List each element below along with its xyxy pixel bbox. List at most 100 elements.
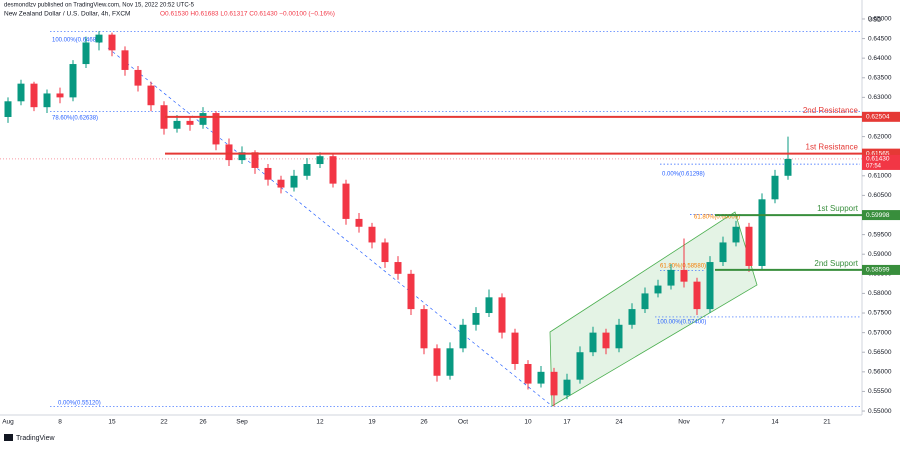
candle-body [758, 199, 766, 266]
price-tag [862, 264, 900, 275]
x-tick-label: 10 [524, 419, 532, 426]
candle-body [329, 156, 337, 184]
y-tick-label: 0.58000 [868, 290, 892, 297]
footer: TradingView [16, 435, 55, 442]
candle-body [17, 83, 25, 102]
candle-body [615, 324, 623, 349]
candle-body [264, 167, 272, 180]
x-tick-label: Oct [458, 419, 468, 426]
candle-body [199, 113, 207, 125]
candle-body [368, 226, 376, 243]
candle-body [628, 309, 636, 325]
level-label: 1st Resistance [806, 143, 859, 152]
candle-body [654, 285, 662, 294]
candle-body [524, 363, 532, 384]
candle-body [4, 101, 12, 117]
y-tick-label: 0.62000 [868, 133, 892, 140]
fib-label: 100.00%(0.64685) [52, 38, 101, 44]
candle-body [225, 144, 233, 161]
candle-body [771, 175, 779, 200]
candle-body [745, 226, 753, 266]
fib-label: 61.80%(0.60009) [694, 215, 740, 221]
price-tag-label: 0.62504 [866, 114, 890, 121]
x-tick-label: 12 [316, 419, 324, 426]
fib-label: 0.00%(0.61298) [662, 172, 705, 178]
x-tick-label: 8 [58, 419, 62, 426]
candle-body [277, 179, 285, 188]
candle-body [537, 371, 545, 384]
x-tick-label: Nov [678, 419, 690, 426]
candle-body [381, 242, 389, 263]
candle-body [563, 379, 571, 396]
candle-body [342, 183, 350, 219]
candle-body [498, 297, 506, 333]
price-tag [862, 148, 900, 159]
last-price-label: 0.61430 [866, 156, 890, 163]
last-price-tag [862, 154, 900, 170]
x-tick-label: Aug [2, 419, 14, 426]
candle-body [589, 332, 597, 353]
x-tick-label: 19 [368, 419, 376, 426]
y-tick-label: 0.55000 [868, 408, 892, 415]
candle-body [394, 262, 402, 274]
y-tick-label: 0.61000 [868, 173, 892, 180]
candle-body [680, 269, 688, 282]
trend-line [107, 47, 553, 407]
candle-body [95, 34, 103, 43]
candle-body [43, 93, 51, 108]
price-tag-label: 0.58599 [866, 267, 890, 274]
candle-body [420, 309, 428, 349]
y-tick-label: 0.64500 [868, 35, 892, 42]
candle-body [693, 281, 701, 310]
candle-body [212, 113, 220, 145]
price-tag-label: 0.61565 [866, 150, 890, 157]
x-tick-label: 26 [199, 419, 207, 426]
candle-body [667, 269, 675, 286]
y-tick-label: 0.57500 [868, 310, 892, 317]
y-tick-label: 0.56000 [868, 369, 892, 376]
symbol: New Zealand Dollar / U.S. Dollar, 4h, FX… [4, 11, 130, 18]
y-tick-label: 0.57000 [868, 329, 892, 336]
x-tick-label: 22 [160, 419, 168, 426]
level-label: 2nd Resistance [803, 106, 859, 115]
candle-body [186, 120, 194, 125]
candle-body [290, 175, 298, 188]
x-tick-label: 14 [771, 419, 779, 426]
price-tag [862, 210, 900, 221]
ohlc: O0.61530 H0.61683 L0.61317 C0.61430 −0.0… [160, 11, 335, 18]
published: desmondlzv published on TradingView.com,… [4, 3, 195, 9]
candle-body [550, 371, 558, 396]
candle-body [147, 85, 155, 106]
candle-body [459, 324, 467, 349]
candle-body [108, 34, 116, 51]
currency: USD [868, 17, 882, 24]
x-tick-label: 17 [563, 419, 571, 426]
y-tick-label: 0.60500 [868, 192, 892, 199]
candle-body [82, 42, 90, 65]
fib-label: 100.00%(0.57400) [657, 320, 706, 326]
level-label: 2nd Support [814, 259, 858, 268]
candle-body [732, 226, 740, 243]
x-tick-label: 15 [108, 419, 116, 426]
y-tick-label: 0.65000 [868, 16, 892, 23]
x-tick-label: 26 [420, 419, 428, 426]
fib-label: 0.00%(0.55120) [58, 401, 101, 407]
candle-body [446, 348, 454, 376]
candle-body [30, 83, 38, 108]
candle-body [316, 156, 324, 165]
x-tick-label: 24 [615, 419, 623, 426]
y-tick-label: 0.56500 [868, 349, 892, 356]
price-tag [862, 111, 900, 122]
candle-body [121, 50, 129, 70]
y-tick-label: 0.59000 [868, 251, 892, 258]
y-tick-label: 0.63500 [868, 74, 892, 81]
candle-body [160, 105, 168, 129]
x-tick-label: Sep [236, 419, 248, 426]
candle-body [56, 93, 64, 98]
price-tag-label: 0.59998 [866, 212, 890, 219]
candle-body [69, 64, 77, 98]
y-tick-label: 0.63000 [868, 94, 892, 101]
candle-body [251, 152, 259, 168]
y-tick-label: 0.59500 [868, 231, 892, 238]
